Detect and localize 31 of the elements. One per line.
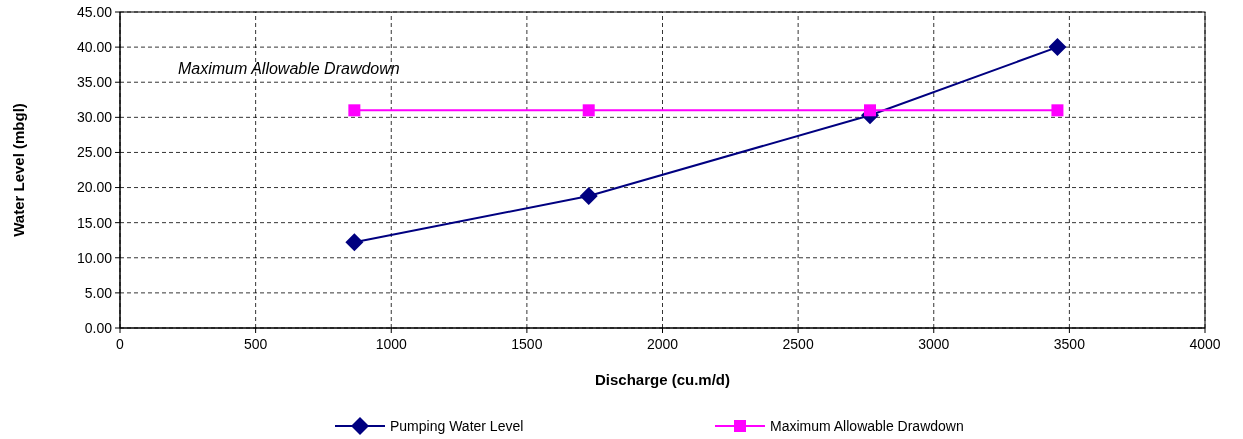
legend-label: Maximum Allowable Drawdown [770,417,964,434]
point [864,104,877,117]
y-tick-label: 20.00 [76,179,113,196]
y-axis-title: Water Level (mbgl) [10,103,27,237]
annotation: Maximum Allowable Drawdown [178,60,400,77]
point [579,186,598,205]
y-tick-label: 10.00 [76,249,113,266]
x-tick-label: 2000 [646,336,679,352]
y-tick-label: 35.00 [76,74,113,91]
x-tick-label: 4000 [1189,336,1221,352]
y-tick-label: 45.00 [76,3,113,20]
x-tick-label: 3500 [1053,336,1086,352]
x-tick-label: 3000 [918,336,950,352]
y-tick-label: 25.00 [76,144,113,161]
x-tick-label: 1500 [511,336,543,352]
x-axis-title: Discharge (cu.m/d) [594,371,731,388]
point [1051,104,1064,117]
point [1048,38,1067,57]
legend-label: Pumping Water Level [390,417,524,434]
point [582,104,595,117]
x-tick-label: 1000 [375,336,408,352]
x-tick-label: 2500 [782,336,814,352]
y-tick-label: 40.00 [76,39,113,56]
point [348,104,361,117]
y-tick-label: 15.00 [76,214,113,231]
x-tick-label: 500 [243,336,268,352]
y-tick-label: 30.00 [76,109,113,126]
y-tick-label: 5.00 [84,284,113,301]
x-tick-label: 0 [116,336,125,352]
point [345,233,364,252]
y-tick-label: 0.00 [84,319,113,336]
